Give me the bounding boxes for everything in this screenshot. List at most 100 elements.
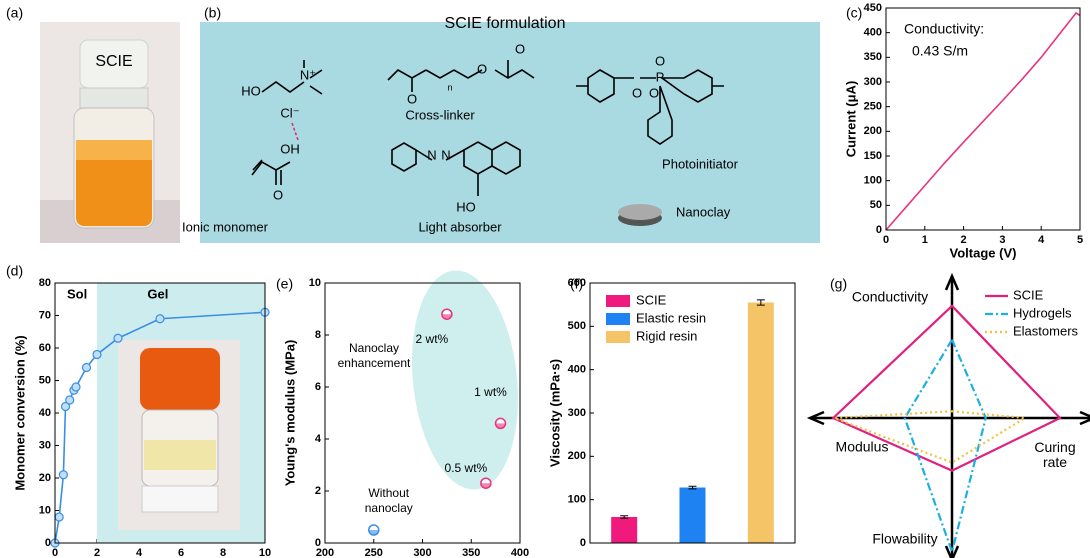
point-label: Without nanoclay (364, 486, 413, 515)
atom-label: N⁺ (300, 67, 316, 82)
data-point (92, 349, 102, 360)
y-tick-label: 350 (864, 51, 882, 63)
error-bar (620, 515, 629, 519)
y-tick-label: 200 (568, 450, 586, 462)
x-tick-label: 0 (52, 547, 58, 558)
photo-a (40, 22, 180, 243)
atom-label: O (477, 61, 487, 76)
legend-label: SCIE (636, 292, 667, 307)
atom-label: n (447, 82, 452, 92)
x-tick-label: 10 (259, 547, 271, 558)
atom-label: N (441, 147, 450, 162)
x-tick-label: 4 (1038, 234, 1045, 246)
formulation-title: SCIE formulation (445, 15, 566, 32)
legend-label: Elastic resin (636, 310, 706, 325)
y-tick-label: 400 (568, 364, 586, 376)
y-axis-label: Monomer conversion (%) (12, 335, 27, 490)
atom-label: O (649, 85, 659, 100)
data-point-fill (368, 530, 379, 535)
x-tick-label: 0 (883, 234, 889, 246)
bar (679, 487, 706, 543)
component-label: Nanoclay (676, 204, 731, 219)
y-tick-label: 100 (568, 494, 586, 506)
x-tick-label: 300 (413, 547, 431, 558)
y-tick-label: 70 (39, 309, 51, 321)
nanoclay-region (412, 270, 518, 490)
data-point (58, 470, 69, 480)
annotation-box: Nanoclay enhancement (337, 341, 411, 370)
y-tick-label: 0 (580, 537, 586, 549)
point-label: 2 wt% (415, 332, 449, 347)
radar-series (903, 337, 987, 556)
panel-label: (g) (830, 276, 847, 292)
panel-label: (d) (6, 263, 23, 279)
y-tick-label: 40 (39, 407, 51, 419)
panel-label: (b) (204, 5, 221, 21)
data-point (65, 395, 75, 405)
panel-label: (a) (6, 5, 23, 21)
point-label: 1 wt% (474, 385, 507, 400)
axis-label: Modulus (836, 439, 889, 455)
component-label: Ionic monomer (182, 219, 269, 234)
data-point-fill (441, 314, 452, 320)
data-point-fill (495, 423, 506, 429)
atom-label: N (427, 147, 436, 162)
nanoclay-disc (618, 204, 662, 226)
x-tick-label: 5 (1077, 234, 1083, 246)
point-label-box: Without nanoclay (364, 486, 413, 515)
axis-label: Conductivity (852, 289, 928, 305)
point-label-box: 1 wt% (474, 385, 507, 400)
legend-label: SCIE (1013, 287, 1044, 302)
y-tick-label: 6 (315, 381, 321, 393)
y-axis-label: Viscosity (mPa·s) (547, 359, 562, 467)
point-label: 0.5 wt% (444, 461, 488, 476)
y-tick-label: 300 (568, 407, 586, 419)
y-tick-label: 4 (315, 433, 322, 445)
y-tick-label: 8 (315, 329, 321, 341)
y-tick-label: 150 (864, 150, 882, 162)
atom-label: O (407, 91, 417, 106)
x-tick-label: 200 (316, 547, 334, 558)
annotation: Nanoclay enhancement (337, 341, 411, 370)
arrowheads (806, 272, 1090, 558)
x-tick-label: 8 (220, 547, 226, 558)
x-tick-label: 250 (365, 547, 383, 558)
data-point (113, 333, 123, 343)
panel-label: (e) (276, 276, 293, 292)
y-axis-label: Young's modulus (MPa) (282, 340, 297, 487)
atom-label: O (632, 85, 642, 100)
plot-frame (885, 7, 1081, 231)
chem-structures (251, 60, 724, 196)
x-tick-label: 1 (922, 234, 928, 246)
x-tick-label: 2 (94, 547, 100, 558)
data-point (60, 401, 71, 412)
x-tick-label: 2 (961, 234, 967, 246)
photo-d-inset (118, 340, 240, 530)
component-label: Light absorber (418, 219, 502, 234)
x-axis-label: Voltage (V) (950, 245, 1017, 260)
data-point (155, 314, 165, 324)
point-label-box: 0.5 wt% (444, 461, 488, 476)
data-point (71, 382, 81, 392)
point-label-box: 2 wt% (415, 332, 449, 347)
y-tick-label: 400 (864, 27, 882, 39)
y-tick-label: 0 (45, 537, 51, 549)
legend-swatch (606, 331, 630, 343)
y-tick-label: 200 (864, 125, 882, 137)
legend-swatch (606, 313, 630, 325)
radar-series (831, 304, 1062, 472)
component-label: Cross-linker (405, 107, 475, 122)
atom-label: HO (456, 199, 476, 214)
y-tick-label: 300 (864, 76, 882, 88)
region-label: Gel (147, 286, 168, 301)
y-tick-label: 50 (870, 199, 882, 211)
y-tick-label: 450 (864, 2, 882, 14)
y-tick-label: 2 (315, 485, 321, 497)
x-tick-label: 6 (178, 547, 184, 558)
plot-frame (589, 282, 796, 544)
y-tick-label: 0 (876, 224, 882, 236)
formulation-box (200, 22, 820, 243)
y-tick-label: 10 (309, 277, 321, 289)
atom-label: Cl⁻ (280, 105, 299, 120)
